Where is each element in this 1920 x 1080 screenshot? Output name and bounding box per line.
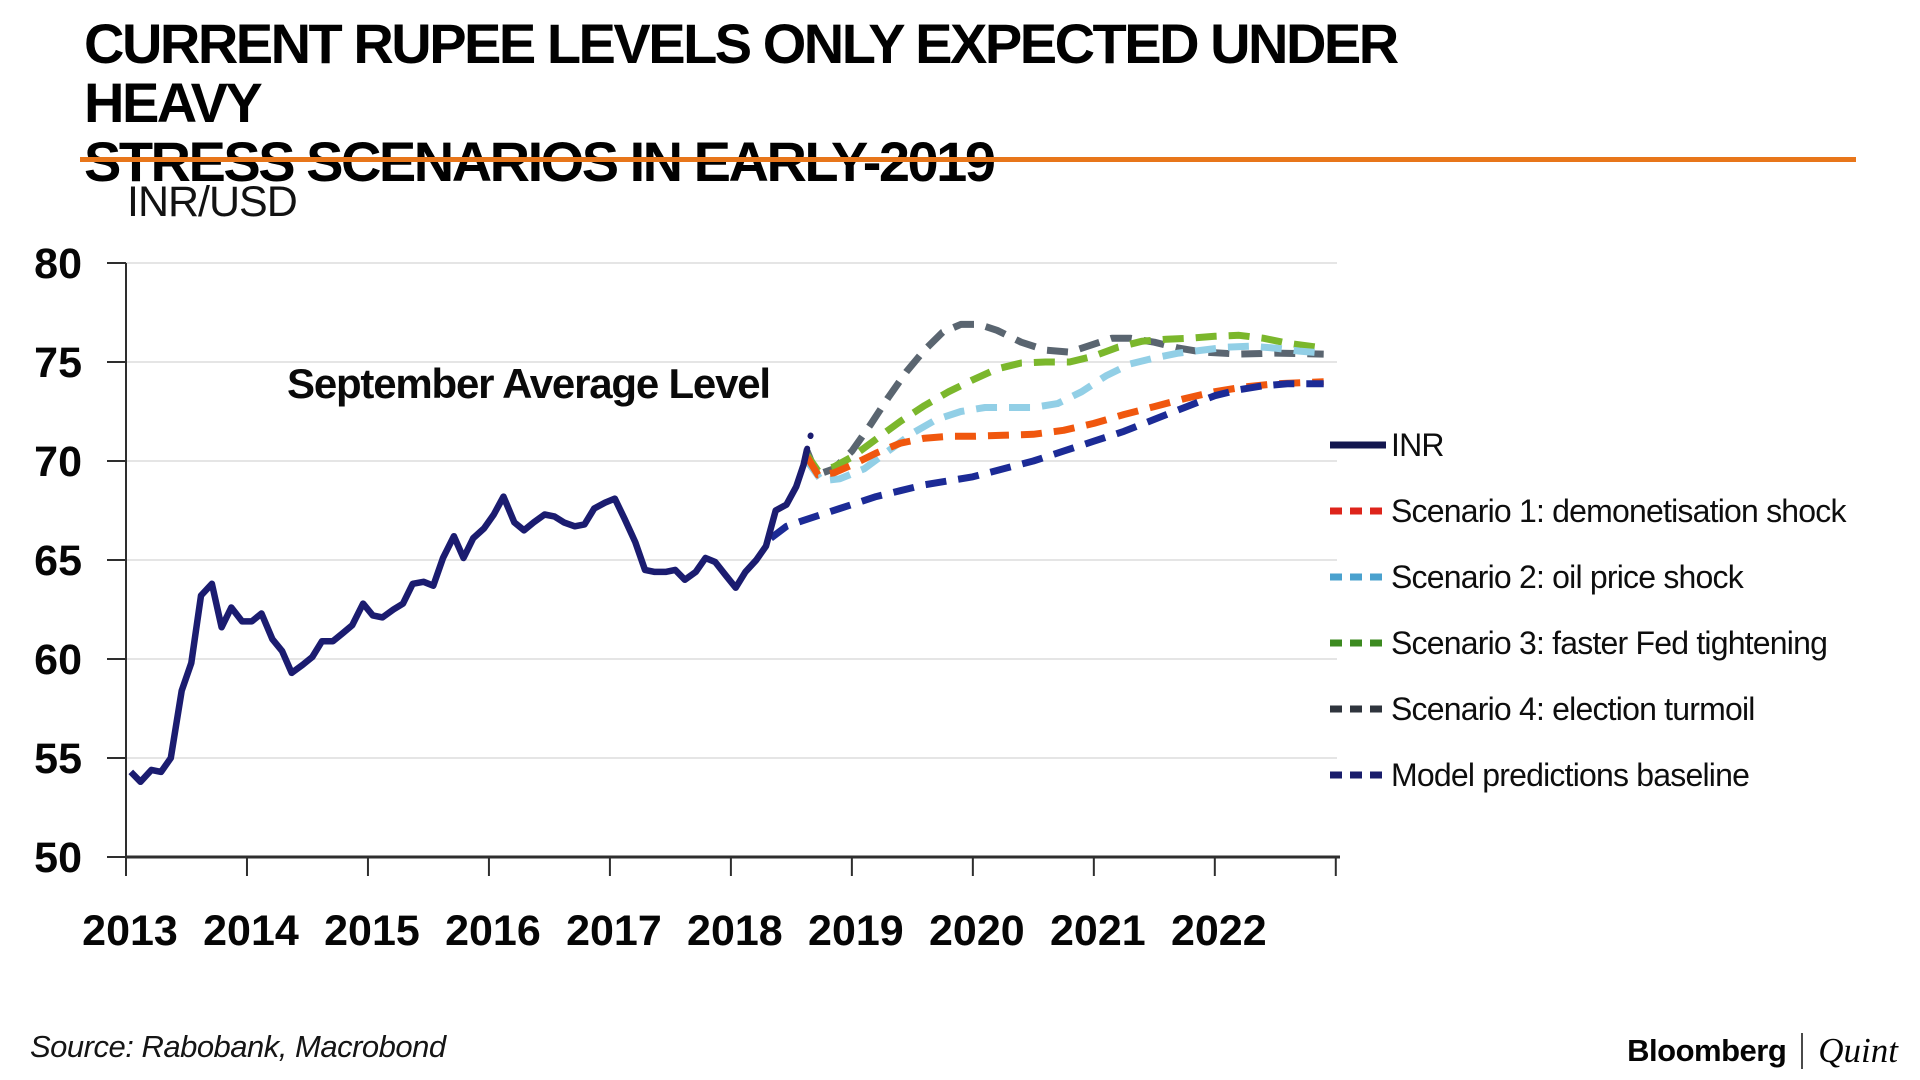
x-tick-label-2013: 2013 — [82, 907, 178, 955]
x-tick-label-2018: 2018 — [687, 907, 783, 955]
legend-label: INR — [1391, 426, 1445, 463]
y-tick-label-65: 65 — [34, 537, 82, 585]
legend-item-scenario-4: Scenario 4: election turmoil — [1328, 676, 1846, 742]
x-tick-label-2016: 2016 — [445, 907, 541, 955]
y-tick-label-55: 55 — [34, 735, 82, 783]
legend-swatch — [1330, 573, 1386, 581]
y-tick-label-80: 80 — [34, 240, 82, 288]
legend-item-scenario-2: Scenario 2: oil price shock — [1328, 544, 1846, 610]
series-inr_september_dotted — [804, 420, 818, 453]
legend-swatch — [1330, 441, 1386, 449]
brand-quint: Quint — [1818, 1031, 1898, 1070]
x-tick-label-2019: 2019 — [808, 907, 904, 955]
series-scenario4 — [803, 320, 1324, 479]
legend-item-model-predictions-baseline: Model predictions baseline — [1328, 742, 1846, 808]
legend-label: Scenario 1: demonetisation shock — [1391, 492, 1846, 529]
page-title-line-1: CURRENT RUPEE LEVELS ONLY EXPECTED UNDER… — [84, 12, 1399, 134]
legend-item-scenario-1: Scenario 1: demonetisation shock — [1328, 478, 1846, 544]
legend-label: Scenario 2: oil price shock — [1391, 558, 1744, 595]
series-scenario3 — [804, 331, 1325, 475]
x-tick-label-2015: 2015 — [324, 907, 420, 955]
y-axis-title: INR/USD — [127, 178, 298, 226]
legend-swatch — [1330, 705, 1386, 713]
x-tick-label-2020: 2020 — [929, 907, 1025, 955]
x-tick-label-2022: 2022 — [1171, 907, 1267, 955]
legend-label: Model predictions baseline — [1391, 756, 1750, 793]
series-baseline — [768, 380, 1324, 541]
legend-item-scenario-3: Scenario 3: faster Fed tightening — [1328, 610, 1846, 676]
legend-label: Scenario 4: election turmoil — [1391, 690, 1755, 727]
legend-swatch — [1330, 639, 1386, 647]
source-note: Source: Rabobank, Macrobond — [30, 1029, 446, 1064]
x-tick-label-2021: 2021 — [1050, 907, 1146, 955]
x-tick-label-2017: 2017 — [566, 907, 662, 955]
legend-swatch — [1330, 507, 1386, 515]
series-scenario2 — [804, 342, 1324, 485]
y-tick-label-60: 60 — [34, 636, 82, 684]
title-underline — [80, 157, 1856, 162]
legend-item-inr: INR — [1328, 412, 1846, 478]
y-tick-label-75: 75 — [34, 339, 82, 387]
x-tick-label-2014: 2014 — [203, 907, 299, 955]
brand-bloomberg: Bloomberg — [1627, 1033, 1787, 1068]
legend-swatch — [1330, 771, 1386, 779]
brand-logo: Bloomberg Quint — [1627, 1031, 1898, 1071]
series-inr — [128, 448, 811, 786]
september-average-annotation: September Average Level — [287, 360, 771, 407]
legend-label: Scenario 3: faster Fed tightening — [1391, 624, 1828, 661]
chart-legend: INR Scenario 1: demonetisation shock Scena… — [1328, 412, 1846, 808]
brand-separator — [1801, 1033, 1804, 1069]
y-tick-label-70: 70 — [34, 438, 82, 486]
y-tick-label-50: 50 — [34, 834, 82, 882]
